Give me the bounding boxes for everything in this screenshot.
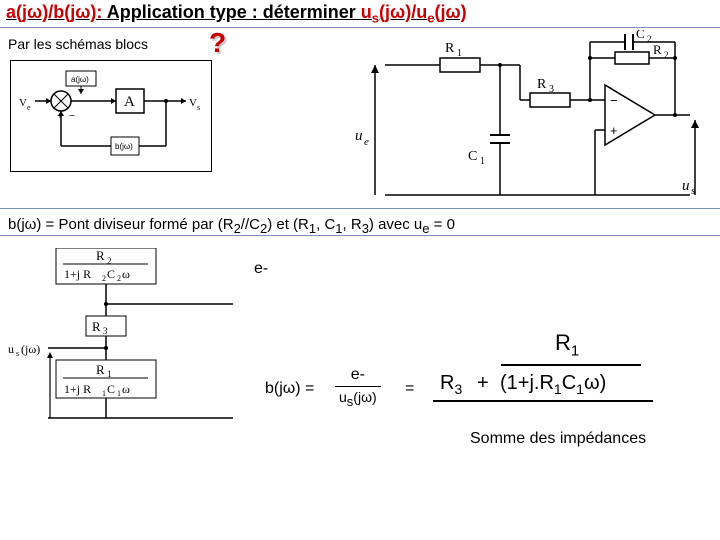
svg-text:?: ? [209,30,226,58]
svg-text:C: C [468,149,477,164]
svg-text:3: 3 [103,326,108,336]
svg-text:R: R [537,77,547,92]
svg-text:1: 1 [102,389,106,398]
e-minus-label: e- [254,260,268,278]
svg-text:2: 2 [117,274,121,283]
svg-text:2: 2 [664,50,669,60]
title-us: u [361,2,372,22]
svg-text:R: R [653,42,662,57]
bjw-formula-label: b(jω) = [265,380,314,398]
svg-text:s: s [16,349,19,358]
bjw-description: b(jω) = Pont diviseur formé par (R2//C2)… [8,216,455,236]
svg-text:C: C [107,267,115,281]
a-label: A [124,94,135,110]
title-jw1: (jω)/ [379,2,416,22]
title-us-sub: s [372,11,379,26]
svg-text:s: s [691,185,695,197]
svg-text:2: 2 [102,274,106,283]
bjw-label: b(jω) [115,142,133,151]
svg-text:C: C [636,30,645,41]
svg-text:−: − [610,93,618,108]
bjw-text-1: Pont diviseur formé par (R [58,216,233,233]
svg-text:1: 1 [117,389,121,398]
vs-label: V [189,97,197,109]
svg-text:1: 1 [457,48,462,59]
opamp-circuit: ue R1 C1 R3 − + C2 R2 us [350,30,710,205]
svg-text:e: e [364,136,369,148]
divider-mid2 [0,235,720,236]
svg-text:R: R [445,41,455,56]
svg-text:2: 2 [647,34,652,44]
eq-sign: = [405,380,414,398]
svg-text:s: s [197,103,200,112]
somme-label: Somme des impédances [470,430,646,448]
page-title: a(jω)/b(jω): Application type : détermin… [6,2,467,26]
svg-text:e: e [27,103,31,112]
svg-text:C: C [107,382,115,396]
svg-text:1+j R: 1+j R [64,382,91,396]
svg-text:1: 1 [480,156,485,167]
title-jw2: (jω) [434,2,466,22]
svg-text:3: 3 [549,84,554,95]
svg-text:R: R [96,248,105,263]
svg-text:ω: ω [122,267,130,281]
svg-text:+: + [610,123,618,138]
bjw-eq-label: b(jω) = [8,216,58,233]
svg-text:1+j R: 1+j R [64,267,91,281]
svg-text:(jω): (jω) [21,342,40,356]
formula-num1: e- [335,364,381,387]
divider-top [0,27,720,28]
svg-text:R: R [92,319,101,334]
question-mark-icon: ? ? [205,30,235,60]
svg-text:u: u [8,342,14,356]
svg-text:−: − [69,111,75,122]
ajw-label: a(jω) [71,75,89,84]
subtitle: Par les schémas blocs [8,36,148,52]
formula: b(jω) = e- us(jω) = R1 R3 + (1+j.R1C1ω) [265,350,705,470]
divider-mid1 [0,208,720,209]
title-ue: u [416,2,427,22]
svg-text:ω: ω [122,382,130,396]
title-prefix-red: a(jω)/b(jω): [6,2,107,22]
impedance-diagram: R2 1+j R2C2ω R3 us(jω) R1 1+j R1C1ω [8,248,238,433]
svg-text:u: u [682,178,690,194]
svg-text:+: + [57,111,63,122]
svg-text:u: u [355,128,363,144]
svg-text:R: R [96,362,105,377]
title-mid: Application type : déterminer [107,2,361,22]
ve-label: V [19,97,27,109]
block-diagram: V e a(jω) + − A V s b(jω) [10,60,212,172]
